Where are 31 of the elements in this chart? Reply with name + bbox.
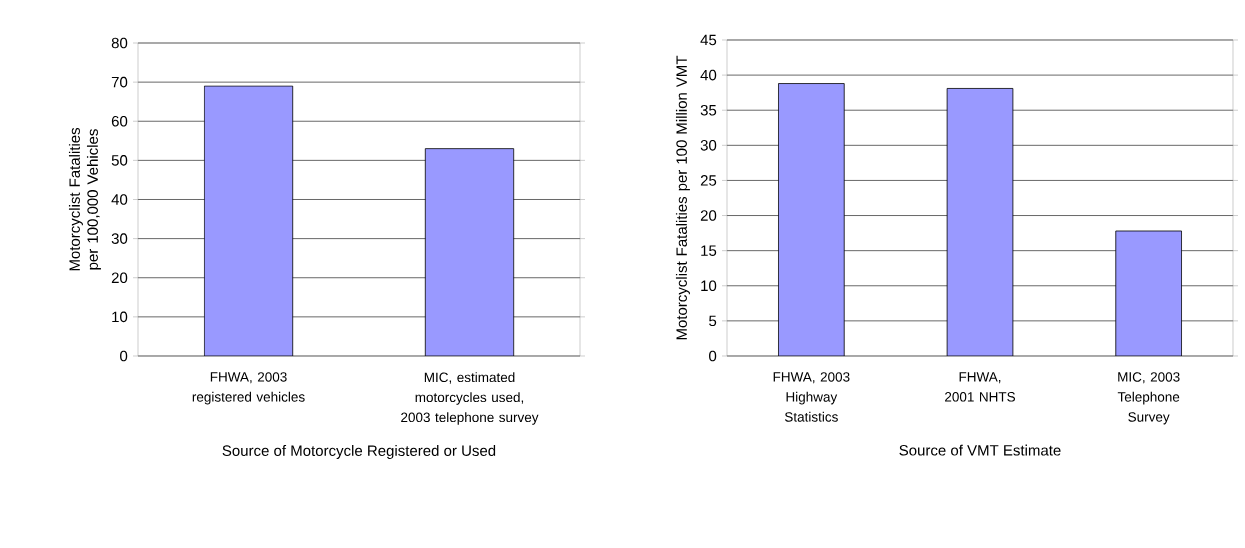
y-tick-label: 0	[120, 350, 128, 362]
y-tick-label: 50	[111, 155, 128, 166]
x-axis-title: Source of VMT Estimate	[899, 444, 1061, 456]
y-tick-label: 70	[111, 76, 128, 88]
y-tick-label: 20	[700, 210, 717, 221]
y-tick-label: 25	[700, 175, 717, 186]
y-tick-label: 15	[701, 245, 717, 256]
y-tick-label: 60	[111, 115, 128, 127]
bar	[778, 83, 845, 356]
x-axis-title: Source of Motorcycle Registered or Used	[222, 444, 496, 459]
y-tick-label: 10	[701, 280, 717, 292]
x-tick-label: MIC, estimated motorcycles used, 2003 telephone survey	[401, 372, 539, 425]
y-tick-label: 0	[709, 350, 717, 362]
y-tick-label: 30	[111, 233, 128, 244]
y-tick-label: 20	[111, 272, 128, 284]
x-tick-label: FHWA, 2001 NHTS	[945, 372, 1016, 402]
y-tick-label: 10	[112, 311, 128, 323]
y-tick-label: 80	[111, 37, 128, 49]
y-axis-title: Motorcyclist Fatalities per 100 Million VMT	[675, 55, 690, 340]
bar	[1115, 230, 1182, 356]
x-tick-label: MIC, 2003 Telephone Survey	[1117, 372, 1180, 425]
y-tick-label: 40	[111, 194, 128, 205]
y-tick-label: 30	[700, 140, 717, 151]
y-tick-label: 40	[700, 69, 717, 81]
x-tick-label: FHWA, 2003 Highway Statistics	[773, 372, 850, 422]
y-tick-label: 45	[700, 34, 717, 46]
y-tick-label: 35	[700, 104, 717, 116]
bar	[946, 88, 1014, 356]
y-axis-title: Motorcyclist Fatalities per 100,000 Vehicles	[68, 127, 101, 271]
x-tick-label: FHWA, 2003 registered vehicles	[192, 372, 305, 405]
y-tick-label: 5	[709, 315, 717, 327]
